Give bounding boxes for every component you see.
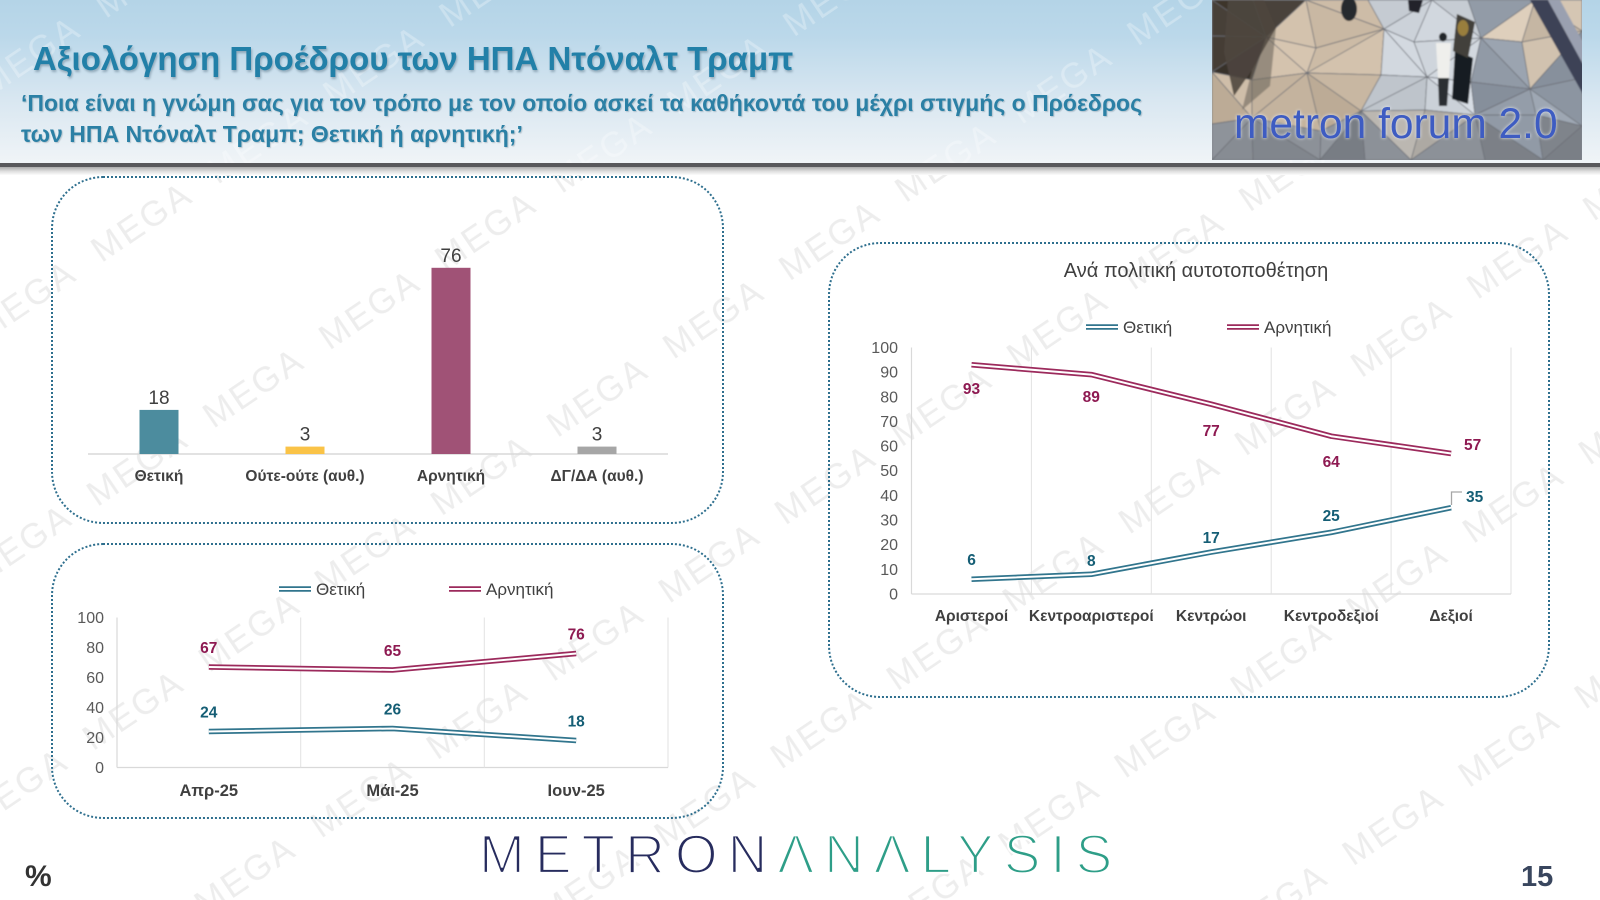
svg-text:30: 30 (880, 513, 898, 530)
svg-text:Κεντροδεξιοί: Κεντροδεξιοί (1284, 608, 1379, 625)
svg-text:76: 76 (568, 627, 586, 644)
svg-text:0: 0 (95, 760, 104, 777)
svg-text:ΔΓ/ΔΑ (αυθ.): ΔΓ/ΔΑ (αυθ.) (551, 468, 644, 485)
svg-text:50: 50 (880, 463, 898, 480)
svg-text:6: 6 (967, 552, 976, 569)
svg-text:80: 80 (86, 640, 104, 657)
svg-text:25: 25 (1323, 508, 1341, 525)
svg-text:Θετική: Θετική (135, 468, 184, 485)
svg-text:70: 70 (880, 414, 898, 431)
svg-text:18: 18 (568, 714, 586, 731)
svg-text:26: 26 (384, 702, 402, 719)
svg-text:67: 67 (200, 640, 217, 657)
svg-text:80: 80 (880, 389, 898, 406)
svg-text:93: 93 (963, 381, 981, 398)
svg-text:18: 18 (148, 388, 169, 409)
svg-text:0: 0 (889, 587, 898, 604)
svg-text:20: 20 (86, 730, 104, 747)
svg-text:3: 3 (300, 425, 311, 446)
svg-text:77: 77 (1203, 423, 1220, 440)
svg-text:100: 100 (77, 610, 104, 627)
svg-text:17: 17 (1203, 530, 1220, 547)
svg-text:8: 8 (1087, 553, 1096, 570)
svg-text:3: 3 (592, 425, 603, 446)
svg-text:Ούτε-ούτε (αυθ.): Ούτε-ούτε (αυθ.) (245, 468, 364, 485)
svg-text:Μάι-25: Μάι-25 (366, 782, 418, 800)
svg-text:Ανά πολιτική αυτοτοποθέτηση: Ανά πολιτική αυτοτοποθέτηση (1064, 260, 1328, 282)
svg-text:65: 65 (384, 643, 402, 660)
svg-text:Ιουν-25: Ιουν-25 (548, 782, 605, 800)
svg-text:Αρνητική: Αρνητική (486, 580, 553, 599)
svg-text:40: 40 (880, 488, 898, 505)
svg-text:40: 40 (86, 700, 104, 717)
svg-text:24: 24 (200, 705, 218, 722)
svg-text:Θετική: Θετική (316, 580, 365, 599)
svg-text:76: 76 (440, 246, 461, 267)
svg-text:10: 10 (880, 562, 898, 579)
svg-text:89: 89 (1083, 389, 1101, 406)
svg-text:35: 35 (1466, 489, 1484, 506)
svg-text:64: 64 (1323, 454, 1341, 471)
svg-text:Δεξιοί: Δεξιοί (1429, 608, 1472, 625)
svg-text:Θετική: Θετική (1123, 318, 1172, 337)
svg-text:90: 90 (880, 365, 898, 382)
svg-text:100: 100 (871, 340, 898, 357)
svg-text:Απρ-25: Απρ-25 (179, 782, 238, 800)
svg-text:Αρνητική: Αρνητική (1264, 318, 1331, 337)
svg-text:Κεντροαριστεροί: Κεντροαριστεροί (1029, 608, 1154, 625)
svg-text:57: 57 (1464, 437, 1481, 454)
svg-text:Αριστεροί: Αριστεροί (935, 608, 1008, 625)
svg-text:20: 20 (880, 537, 898, 554)
svg-text:Κεντρώοι: Κεντρώοι (1176, 608, 1247, 625)
svg-text:60: 60 (880, 439, 898, 456)
svg-text:60: 60 (86, 670, 104, 687)
svg-text:Αρνητική: Αρνητική (417, 468, 485, 485)
svg-text:metron forum 2.0: metron forum 2.0 (1234, 101, 1558, 148)
